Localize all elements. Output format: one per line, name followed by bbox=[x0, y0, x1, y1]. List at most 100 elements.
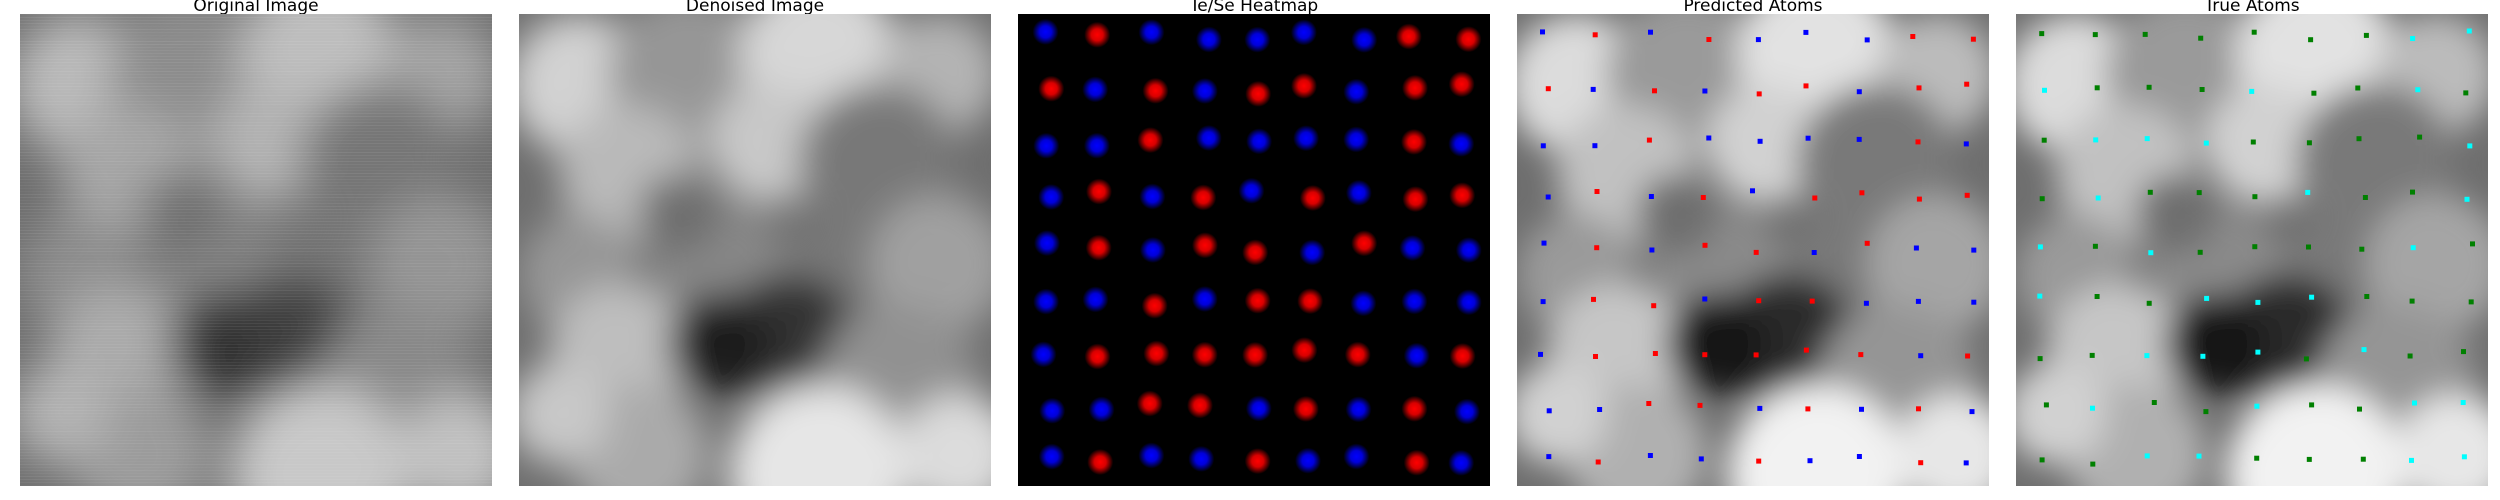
se-atom-marker bbox=[1750, 188, 1755, 194]
se-glow bbox=[1138, 442, 1165, 469]
te-glow bbox=[1351, 230, 1378, 257]
true-atom-marker-b bbox=[2470, 241, 2475, 247]
se-glow bbox=[1295, 447, 1321, 474]
panel-denoised-image: Denoised Image bbox=[519, 0, 991, 500]
predicted-atoms-image bbox=[1517, 14, 1989, 486]
se-atom-marker bbox=[1540, 143, 1546, 149]
true-atoms-image bbox=[2016, 14, 2488, 486]
true-atom-marker-b bbox=[2306, 244, 2311, 250]
true-atom-marker-b bbox=[2463, 90, 2469, 96]
true-atom-marker-b bbox=[2409, 298, 2415, 304]
te-atom-marker bbox=[1756, 91, 1762, 97]
te-glow bbox=[1084, 343, 1111, 370]
te-glow bbox=[1401, 128, 1427, 155]
true-atom-marker-a bbox=[2144, 136, 2150, 142]
se-glow bbox=[1039, 397, 1066, 424]
true-atom-marker-b bbox=[2039, 457, 2045, 463]
se-glow bbox=[1238, 177, 1265, 204]
true-atom-marker-a bbox=[2464, 196, 2470, 202]
te-atom-marker bbox=[1697, 402, 1703, 408]
panel-title: Te/Se Heatmap bbox=[1189, 0, 1319, 16]
true-atom-marker-b bbox=[2147, 189, 2153, 195]
true-atom-marker-b bbox=[2198, 35, 2204, 41]
se-atom-marker bbox=[1648, 29, 1653, 35]
se-glow bbox=[1403, 342, 1430, 369]
te-glow bbox=[1448, 71, 1475, 98]
se-atom-marker bbox=[1811, 250, 1817, 255]
true-atom-marker-a bbox=[2410, 245, 2416, 251]
se-glow bbox=[1448, 449, 1475, 476]
te-atom-marker bbox=[1859, 190, 1865, 196]
se-atom-marker bbox=[1545, 194, 1551, 200]
true-atom-marker-a bbox=[2412, 400, 2417, 406]
se-glow bbox=[1343, 78, 1370, 105]
se-atom-marker bbox=[1915, 298, 1921, 304]
true-atom-marker-b bbox=[2037, 356, 2043, 362]
te-glow bbox=[1245, 80, 1272, 107]
se-glow bbox=[1191, 78, 1218, 104]
true-atom-marker-b bbox=[2311, 90, 2317, 96]
se-atom-marker bbox=[1698, 456, 1704, 462]
se-glow bbox=[1191, 286, 1218, 312]
true-atom-marker-a bbox=[2144, 453, 2150, 459]
te-glow bbox=[1344, 341, 1371, 368]
se-atom-marker bbox=[1864, 37, 1870, 43]
true-atom-marker-b bbox=[2364, 294, 2370, 299]
true-atom-marker-b bbox=[2196, 190, 2202, 196]
se-atom-marker bbox=[1803, 29, 1809, 35]
panel-title: Original Image bbox=[193, 0, 319, 16]
te-glow bbox=[1142, 77, 1169, 104]
se-glow bbox=[1343, 126, 1370, 153]
true-atom-marker-b bbox=[2092, 243, 2098, 249]
se-glow bbox=[1246, 128, 1273, 155]
se-atom-marker bbox=[1863, 300, 1869, 306]
se-glow bbox=[1293, 125, 1320, 152]
true-atom-marker-a bbox=[2410, 36, 2416, 41]
true-atom-marker-b bbox=[2197, 249, 2203, 255]
true-atom-marker-a bbox=[2203, 140, 2209, 146]
te-se-heatmap bbox=[1018, 14, 1490, 486]
true-atom-marker-b bbox=[2461, 349, 2466, 355]
se-glow bbox=[1455, 237, 1482, 264]
true-atom-marker-b bbox=[2308, 37, 2314, 43]
panel-title: True Atoms bbox=[2204, 0, 2300, 16]
true-atom-marker-a bbox=[2255, 349, 2261, 355]
te-glow bbox=[1455, 26, 1482, 53]
te-atom-marker bbox=[1652, 88, 1657, 94]
true-atom-marker-b bbox=[2360, 456, 2366, 462]
true-atom-marker-b bbox=[2356, 136, 2362, 142]
te-atom-marker bbox=[1646, 137, 1652, 143]
se-glow bbox=[1033, 132, 1060, 159]
te-glow bbox=[1449, 343, 1476, 369]
true-atom-marker-a bbox=[2305, 189, 2311, 195]
true-atom-marker-b bbox=[2254, 455, 2260, 461]
te-atom-marker bbox=[1592, 32, 1598, 38]
te-atom-marker bbox=[1651, 303, 1657, 309]
true-atom-marker-a bbox=[2042, 87, 2047, 93]
se-atom-marker bbox=[1648, 194, 1654, 199]
se-atom-marker bbox=[1541, 240, 1547, 246]
se-glow bbox=[1195, 125, 1222, 151]
te-atom-marker bbox=[1915, 139, 1921, 145]
te-atom-marker bbox=[1918, 460, 1924, 466]
se-glow bbox=[1351, 26, 1378, 53]
te-atom-marker bbox=[1652, 351, 1658, 356]
se-glow bbox=[1082, 76, 1109, 103]
te-atom-marker bbox=[1756, 458, 1762, 464]
true-atom-marker-b bbox=[2089, 352, 2095, 358]
se-glow bbox=[1448, 130, 1475, 157]
true-atom-marker-b bbox=[2357, 406, 2362, 412]
se-atom-marker bbox=[1805, 135, 1811, 141]
se-atom-marker bbox=[1597, 407, 1603, 412]
se-atom-marker bbox=[1702, 296, 1708, 302]
true-atom-marker-a bbox=[2148, 250, 2154, 256]
te-glow bbox=[1086, 178, 1112, 205]
te-atom-marker bbox=[1910, 34, 1916, 39]
te-glow bbox=[1291, 337, 1318, 364]
true-atom-marker-b bbox=[2146, 84, 2152, 90]
se-glow bbox=[1083, 132, 1110, 159]
se-atom-marker bbox=[1538, 351, 1543, 357]
te-glow bbox=[1402, 186, 1429, 213]
se-glow bbox=[1038, 443, 1065, 470]
true-atom-marker-a bbox=[2460, 400, 2466, 405]
